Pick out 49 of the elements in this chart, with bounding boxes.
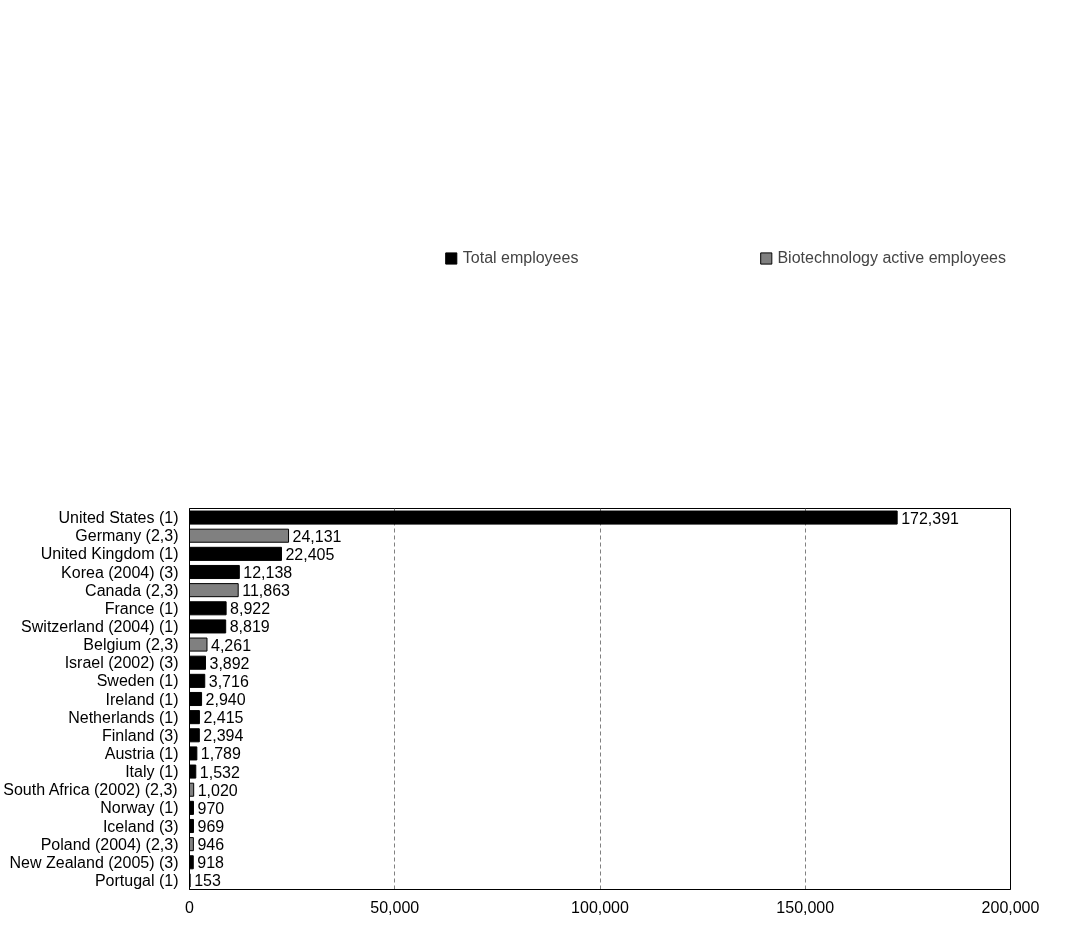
- y-tick-label: Italy (1): [125, 763, 179, 781]
- y-tick-label: New Zealand (2005) (3): [9, 853, 179, 871]
- y-tick-label: Belgium (2,3): [83, 636, 179, 654]
- x-tick-label: 150,000: [776, 898, 835, 916]
- y-tick-label: Portugal (1): [94, 871, 179, 889]
- y-tick-label: Poland (2004) (2,3): [40, 835, 179, 853]
- data-label: 172,391: [901, 509, 960, 527]
- data-label: 24,131: [292, 527, 342, 545]
- x-tick-label: 0: [185, 898, 195, 916]
- data-label: 1,020: [197, 781, 238, 799]
- data-label: 12,138: [243, 564, 293, 581]
- data-label: 1,532: [199, 763, 240, 781]
- x-tick-label: 200,000: [981, 898, 1040, 916]
- y-tick-label: Canada (2,3): [85, 581, 179, 599]
- data-label: 3,892: [209, 654, 250, 672]
- y-tick-label: Switzerland (2004) (1): [21, 617, 179, 635]
- y-tick-label: Germany (2,3): [75, 527, 179, 545]
- y-tick-label: Finland (3): [102, 726, 179, 744]
- data-label: 2,394: [203, 727, 244, 745]
- data-label: 1,789: [200, 745, 241, 763]
- legend-label: Total employees: [462, 249, 579, 267]
- x-tick-label: 100,000: [571, 898, 630, 916]
- data-label: 918: [197, 854, 225, 872]
- y-tick-label: United States (1): [58, 509, 179, 527]
- y-tick-label: Sweden (1): [96, 672, 179, 690]
- data-label: 3,716: [208, 672, 249, 690]
- y-tick-label: Norway (1): [100, 799, 179, 817]
- y-tick-label: United Kingdom (1): [40, 545, 179, 563]
- data-label: 22,405: [285, 545, 335, 563]
- y-tick-label: Korea (2004) (3): [61, 563, 179, 581]
- y-tick-label: Netherlands (1): [68, 708, 179, 726]
- data-label: 153: [194, 872, 221, 890]
- y-tick-label: Ireland (1): [105, 690, 179, 708]
- data-label: 4,261: [210, 636, 252, 654]
- data-label: 2,940: [205, 691, 246, 708]
- y-tick-label: South Africa (2002) (2,3): [3, 781, 178, 799]
- data-label: 2,415: [203, 709, 244, 727]
- data-label: 970: [197, 799, 225, 817]
- x-tick-label: 50,000: [370, 898, 420, 916]
- legend-label: Biotechnology active employees: [777, 249, 1006, 267]
- data-label: 8,819: [229, 618, 270, 636]
- data-label: 11,863: [242, 582, 291, 600]
- data-label: 969: [197, 818, 225, 835]
- data-label: 8,922: [230, 600, 271, 618]
- y-tick-label: Austria (1): [104, 744, 179, 762]
- y-tick-label: Israel (2002) (3): [64, 654, 179, 672]
- data-label: 946: [197, 836, 225, 854]
- y-tick-label: France (1): [104, 599, 179, 617]
- y-tick-label: Iceland (3): [102, 817, 179, 835]
